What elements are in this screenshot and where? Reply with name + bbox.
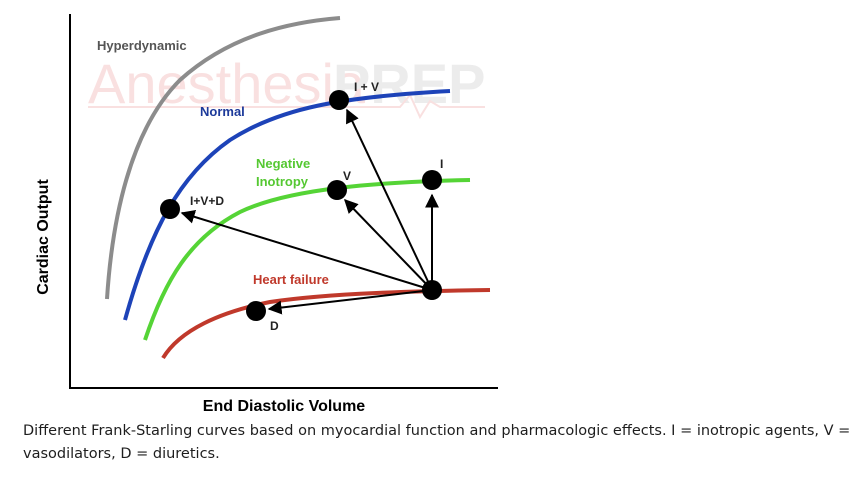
hyperdynamic-label: Hyperdynamic — [97, 38, 187, 53]
origin-point — [422, 280, 442, 300]
arrow-to-d — [267, 289, 433, 315]
figure-caption: Different Frank-Starling curves based on… — [23, 423, 851, 462]
negative-inotropy-label-2: Inotropy — [256, 174, 309, 189]
watermark-prep: PREP — [333, 52, 486, 115]
watermark: Anesthesia PREP — [88, 52, 486, 120]
frank-starling-diagram: Anesthesia PREP Hyperdynamic Normal Nega… — [35, 14, 498, 415]
normal-curve — [123, 89, 451, 321]
x-axis-label: End Diastolic Volume — [203, 398, 366, 415]
y-axis-label: Cardiac Output — [35, 179, 52, 295]
arrow-to-i-v-d — [180, 210, 433, 291]
label-v: V — [343, 169, 351, 183]
negative-inotropy-curve — [143, 178, 471, 341]
arrow-to-i-plus-v — [346, 108, 433, 291]
normal-label: Normal — [200, 104, 245, 119]
point-i — [422, 170, 442, 190]
point-i-plus-v — [329, 90, 349, 110]
point-v — [327, 180, 347, 200]
point-d — [246, 301, 266, 321]
label-i: I — [440, 157, 443, 171]
negative-inotropy-label-1: Negative — [256, 156, 310, 171]
heart-failure-label: Heart failure — [253, 272, 329, 287]
arrow-to-v — [344, 198, 433, 291]
heart-failure-curve — [161, 288, 491, 360]
hyperdynamic-curve — [105, 16, 341, 300]
label-d: D — [270, 319, 279, 333]
label-i-plus-v: I + V — [354, 80, 379, 94]
point-i-v-d — [160, 199, 180, 219]
label-i-v-d: I+V+D — [190, 194, 224, 208]
